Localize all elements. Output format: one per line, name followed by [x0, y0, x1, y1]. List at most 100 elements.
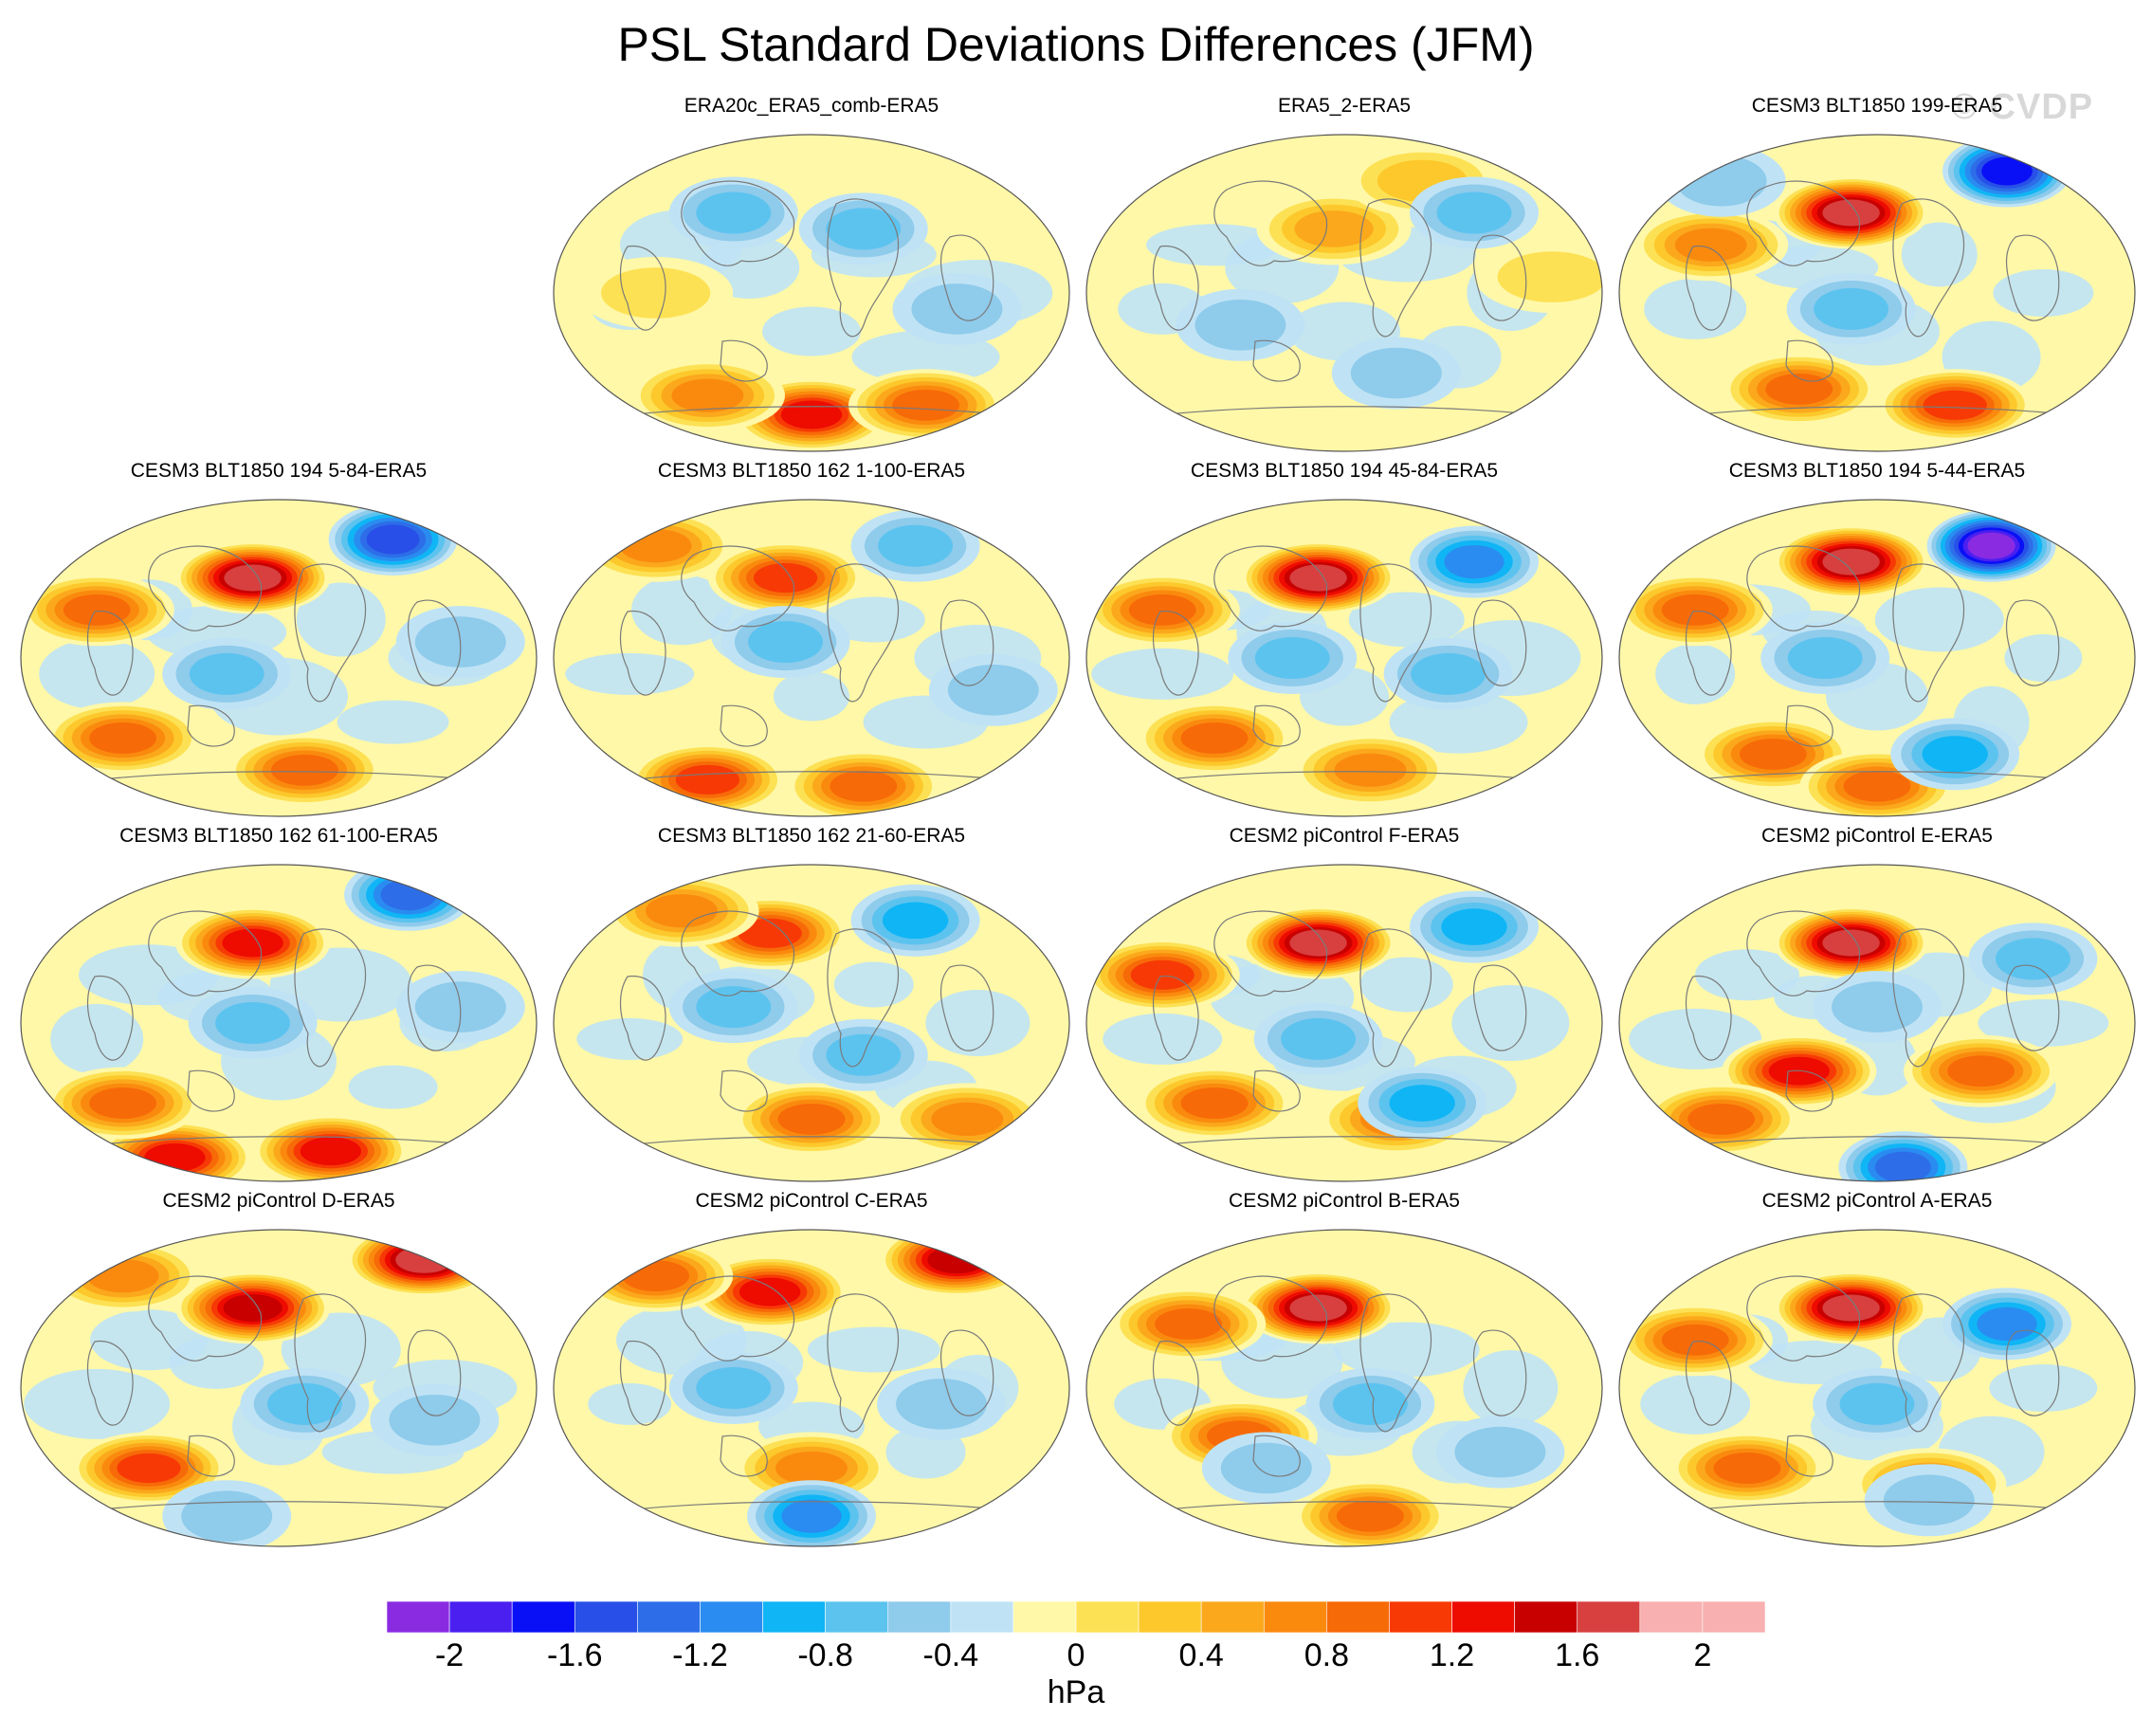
- negative-anomaly-contour: [878, 524, 954, 567]
- map-border: [20, 499, 538, 817]
- negative-anomaly-contour: [1441, 908, 1507, 945]
- coastline-outline: [2005, 234, 2060, 321]
- negative-anomaly-patch: [1103, 1013, 1223, 1065]
- colorbar-box: [1389, 1600, 1452, 1634]
- coastline-outline: [1252, 1434, 1301, 1477]
- negative-anomaly-patch: [833, 961, 914, 1008]
- negative-anomaly-patch: [925, 990, 1030, 1056]
- positive-anomaly-contour: [892, 389, 960, 421]
- coastline-outline: [1472, 234, 1527, 321]
- positive-anomaly-contour: [1128, 594, 1196, 626]
- panel-title: ERA20c_ERA5_comb-ERA5: [684, 95, 939, 117]
- map-panel: [1085, 864, 1603, 1182]
- coastline-outline: [294, 1293, 367, 1433]
- positive-anomaly-contour: [1822, 199, 1880, 227]
- positive-anomaly-contour: [1843, 770, 1911, 802]
- positive-anomaly-contour: [601, 267, 711, 319]
- negative-anomaly-contour: [1874, 1151, 1931, 1181]
- negative-anomaly-contour: [1454, 1426, 1546, 1478]
- coastline-outline: [1472, 599, 1527, 686]
- positive-anomaly-contour: [1947, 1055, 2015, 1087]
- negative-anomaly-patch: [822, 596, 925, 643]
- map-border: [20, 864, 538, 1182]
- negative-anomaly-contour: [1254, 637, 1330, 679]
- coastline-outline: [86, 976, 134, 1061]
- negative-anomaly-contour: [1220, 1442, 1312, 1494]
- map-border: [1085, 864, 1603, 1182]
- negative-anomaly-contour: [748, 621, 824, 664]
- map-border: [1085, 1229, 1603, 1547]
- colorbar-box: [1263, 1600, 1327, 1634]
- coastline-outline: [187, 1069, 235, 1112]
- coastline-outline: [681, 910, 795, 996]
- map-panel: [553, 134, 1070, 452]
- colorbar-tick-label: -1.2: [672, 1637, 728, 1673]
- watermark: © CVDP: [1951, 87, 2094, 127]
- coastline-outline: [681, 545, 795, 631]
- positive-anomaly-contour: [671, 378, 744, 412]
- positive-anomaly-contour: [1822, 548, 1880, 576]
- coastline-outline: [1359, 1293, 1432, 1433]
- negative-anomaly-patch: [1874, 587, 2004, 652]
- coastline-outline: [2005, 599, 2060, 686]
- coastline-outline: [1252, 339, 1301, 382]
- colorbar-box: [1200, 1600, 1265, 1634]
- map-panel: [1618, 864, 2136, 1182]
- coastline-outline: [1785, 339, 1833, 382]
- coastline-outline: [1785, 704, 1833, 747]
- panel-title: CESM3 BLT1850 162 1-100-ERA5: [657, 460, 966, 482]
- colorbar-box: [700, 1600, 763, 1634]
- positive-anomaly-contour: [622, 1260, 690, 1292]
- negative-anomaly-patch: [1091, 648, 1234, 700]
- negative-anomaly-contour: [389, 1395, 481, 1446]
- negative-anomaly-contour: [1967, 532, 2015, 559]
- positive-anomaly-contour: [1180, 722, 1249, 754]
- negative-anomaly-contour: [1839, 1382, 1915, 1425]
- coastline-outline: [1746, 545, 1861, 631]
- negative-anomaly-contour: [1436, 192, 1512, 234]
- colorbar-box: [387, 1600, 450, 1634]
- positive-anomaly-contour: [754, 562, 818, 594]
- negative-anomaly-patch: [337, 700, 449, 744]
- map-border: [1618, 864, 2136, 1182]
- positive-anomaly-contour: [1130, 959, 1195, 990]
- negative-anomaly-patch: [39, 638, 155, 709]
- negative-anomaly-patch: [1640, 1373, 1751, 1434]
- coastline-outline: [1152, 246, 1199, 331]
- positive-anomaly-contour: [1822, 929, 1880, 957]
- positive-anomaly-contour: [1289, 564, 1347, 592]
- map-border: [553, 134, 1070, 452]
- positive-anomaly-contour: [646, 894, 718, 928]
- positive-anomaly-contour: [1289, 1294, 1347, 1322]
- positive-anomaly-contour: [1180, 1087, 1249, 1119]
- negative-anomaly-patch: [576, 1017, 684, 1060]
- coastline-outline: [1213, 1275, 1328, 1361]
- negative-anomaly-patch: [1146, 224, 1283, 266]
- map-panel: [20, 864, 538, 1182]
- negative-anomaly-patch: [90, 1309, 208, 1371]
- positive-anomaly-contour: [830, 770, 898, 802]
- coastline-outline: [939, 599, 994, 686]
- panel-title: CESM2 piControl A-ERA5: [1761, 1190, 1993, 1212]
- negative-anomaly-patch: [1451, 985, 1570, 1061]
- map-panel: [1085, 134, 1603, 452]
- coastline-outline: [1746, 180, 1861, 266]
- coastline-outline: [2005, 964, 2060, 1051]
- negative-anomaly-contour: [189, 652, 264, 695]
- coastline-outline: [187, 704, 235, 747]
- coastline-outline: [720, 1434, 768, 1477]
- coastline-outline: [619, 611, 666, 696]
- colorbar-tick-label: 1.2: [1429, 1637, 1475, 1673]
- coastline-outline: [720, 1069, 768, 1112]
- map-panel: [553, 1229, 1070, 1547]
- positive-anomaly-contour: [931, 1102, 1004, 1137]
- coastline-outline: [1359, 198, 1432, 338]
- map-panel: [1618, 499, 2136, 817]
- negative-anomaly-patch: [1989, 1364, 2098, 1412]
- map-panel: [1618, 1229, 2136, 1547]
- colorbar-box: [511, 1600, 575, 1634]
- map-panel: [20, 1229, 538, 1547]
- colorbar: [387, 1600, 1765, 1634]
- negative-anomaly-patch: [1359, 957, 1453, 1013]
- negative-anomaly-contour: [882, 902, 949, 940]
